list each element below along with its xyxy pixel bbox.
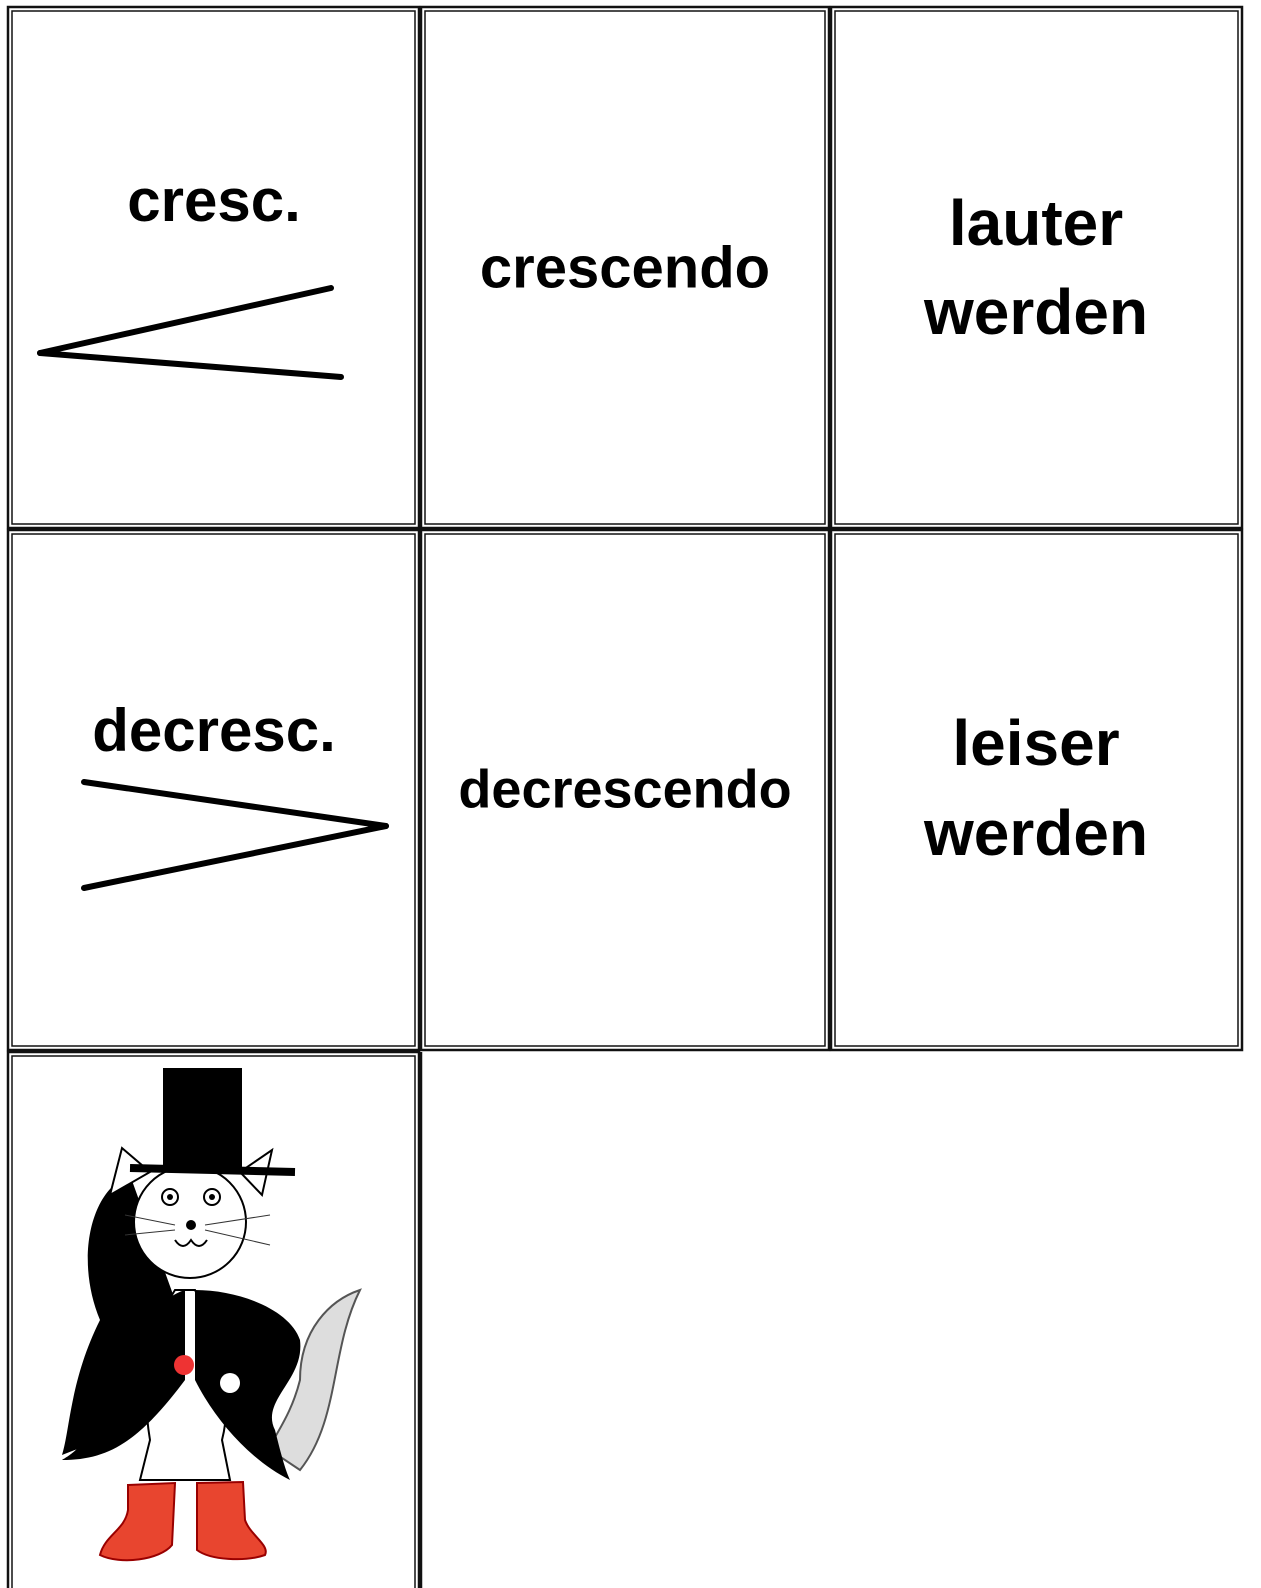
card-border [6, 528, 421, 1052]
card-border [834, 10, 1239, 525]
card-text: decrescendo [458, 759, 791, 819]
card-border [829, 5, 1244, 530]
card-text: decresc. [92, 697, 336, 764]
card-border [6, 5, 421, 530]
card-grid [6, 5, 1244, 1588]
card-border [11, 10, 416, 525]
card-border [424, 10, 826, 525]
card-border [11, 1055, 416, 1588]
card-border [424, 533, 826, 1047]
card-text: lauter [949, 187, 1123, 259]
card-text: werden [923, 797, 1148, 869]
card-text: leiser [952, 707, 1119, 779]
card-border [419, 5, 831, 530]
card-border [829, 528, 1244, 1052]
decrescendo-hairpin [81, 779, 389, 891]
card-border [419, 528, 831, 1052]
crescendo-hairpin [37, 285, 344, 380]
card-border [834, 533, 1239, 1047]
card-border [6, 1050, 421, 1588]
card-border [11, 533, 416, 1047]
cat-illustration [62, 1068, 362, 1562]
card-text: crescendo [480, 235, 770, 300]
card-text: werden [923, 276, 1148, 348]
card-text: cresc. [127, 167, 301, 234]
